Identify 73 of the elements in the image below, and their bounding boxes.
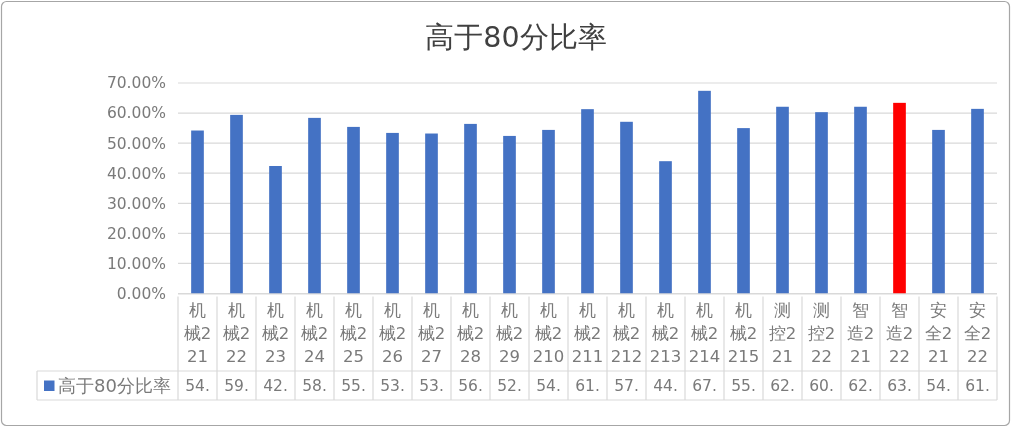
x-tick-label: 机械221 bbox=[183, 301, 212, 366]
chart-title: 高于80分比率 bbox=[425, 21, 607, 54]
y-tick-label: 30.00% bbox=[106, 194, 166, 213]
x-tick-label: 机械225 bbox=[339, 301, 368, 366]
bar bbox=[854, 106, 867, 294]
y-tick-label: 70.00% bbox=[106, 74, 166, 93]
x-tick-label: 机械229 bbox=[495, 301, 524, 366]
x-tick-label: 机械2213 bbox=[649, 301, 682, 366]
y-tick-label: 20.00% bbox=[106, 224, 166, 243]
data-label: 62. bbox=[770, 377, 795, 396]
y-tick-label: 10.00% bbox=[106, 254, 166, 273]
x-tick-label: 机械227 bbox=[417, 301, 446, 366]
data-label: 63. bbox=[887, 377, 912, 396]
data-label: 42. bbox=[263, 377, 288, 396]
y-tick-label: 60.00% bbox=[106, 104, 166, 123]
data-label: 55. bbox=[731, 377, 756, 396]
x-tick-label: 安全221 bbox=[924, 301, 953, 366]
bar bbox=[581, 109, 594, 294]
x-tick-label: 机械228 bbox=[456, 301, 485, 366]
x-tick-label: 机械2214 bbox=[688, 301, 721, 366]
data-label: 55. bbox=[341, 377, 366, 396]
x-tick-label: 安全222 bbox=[963, 301, 992, 366]
bar bbox=[269, 166, 282, 294]
data-label: 56. bbox=[458, 377, 483, 396]
data-label: 62. bbox=[848, 377, 873, 396]
x-tick-label: 机械2215 bbox=[727, 301, 760, 366]
bar bbox=[659, 161, 672, 294]
x-tick-label: 机械2211 bbox=[571, 301, 604, 366]
data-label: 58. bbox=[302, 377, 327, 396]
x-tick-label: 机械226 bbox=[378, 301, 407, 366]
x-tick-label: 机械222 bbox=[222, 301, 251, 366]
bar bbox=[191, 130, 204, 294]
x-tick-label: 智造221 bbox=[846, 301, 875, 366]
data-label: 54. bbox=[185, 377, 210, 396]
data-label: 57. bbox=[614, 377, 639, 396]
data-label: 53. bbox=[419, 377, 444, 396]
legend-label: 高于80分比率 bbox=[58, 374, 171, 396]
bar bbox=[542, 129, 555, 294]
x-tick-label: 测控222 bbox=[807, 301, 836, 366]
data-label: 44. bbox=[653, 377, 678, 396]
y-tick-label: 50.00% bbox=[106, 134, 166, 153]
bar bbox=[737, 128, 750, 294]
bar bbox=[386, 132, 399, 294]
x-tick-label: 测控221 bbox=[768, 301, 797, 366]
data-label: 61. bbox=[965, 377, 990, 396]
data-label: 53. bbox=[380, 377, 405, 396]
bar bbox=[230, 114, 243, 294]
data-label: 54. bbox=[536, 377, 561, 396]
y-tick-label: 0.00% bbox=[116, 284, 166, 303]
data-label: 61. bbox=[575, 377, 600, 396]
bar bbox=[698, 90, 711, 294]
bar bbox=[893, 102, 906, 294]
bar bbox=[776, 106, 789, 294]
data-label: 59. bbox=[224, 377, 249, 396]
bar bbox=[464, 123, 477, 294]
data-label: 54. bbox=[926, 377, 951, 396]
x-tick-label: 机械2212 bbox=[610, 301, 643, 366]
bar bbox=[347, 126, 360, 294]
bar bbox=[425, 133, 438, 294]
bar bbox=[308, 117, 321, 294]
x-tick-label: 机械2210 bbox=[532, 301, 565, 366]
bar bbox=[503, 135, 516, 294]
x-tick-label: 机械223 bbox=[261, 301, 290, 366]
data-label: 60. bbox=[809, 377, 834, 396]
data-label: 52. bbox=[497, 377, 522, 396]
bar bbox=[815, 112, 828, 294]
bar bbox=[971, 108, 984, 294]
x-tick-label: 智造222 bbox=[885, 301, 914, 366]
y-tick-label: 40.00% bbox=[106, 164, 166, 183]
data-label: 67. bbox=[692, 377, 717, 396]
x-tick-label: 机械224 bbox=[300, 301, 329, 366]
bar bbox=[932, 129, 945, 294]
bar bbox=[620, 121, 633, 294]
